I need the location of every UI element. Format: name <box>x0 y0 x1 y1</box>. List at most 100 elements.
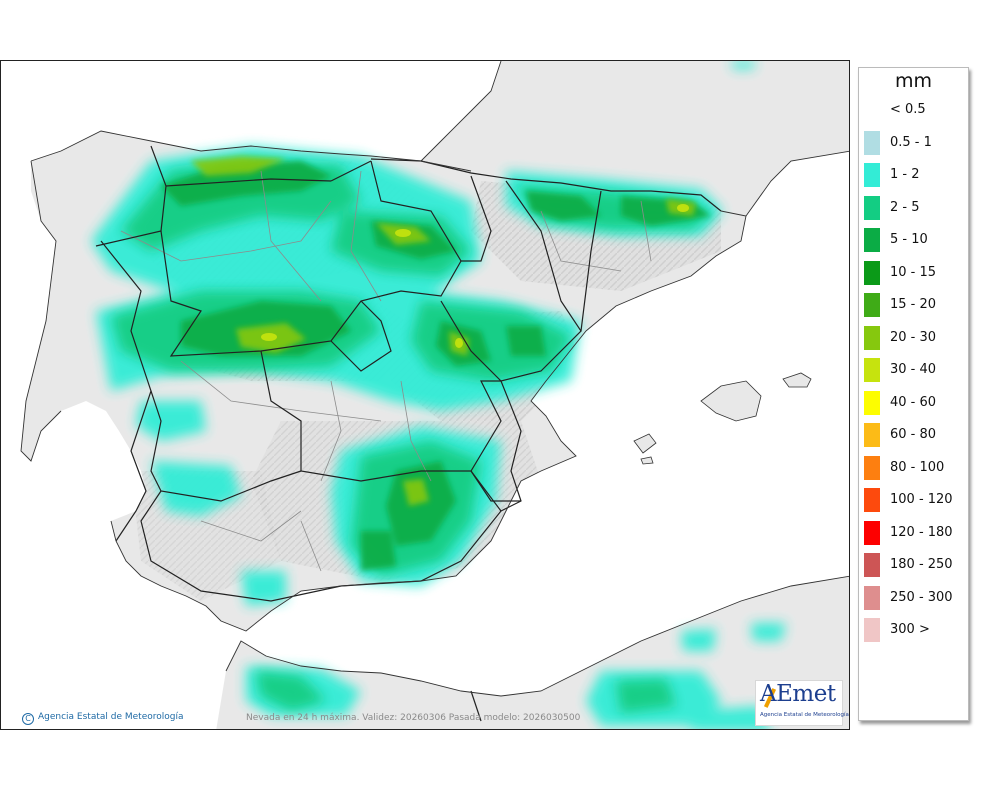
snow-core-kabylie <box>616 679 676 713</box>
aemet-logo: AEmet Agencia Estatal de Meteorología <box>755 680 849 726</box>
legend-item: 1 - 2 <box>863 163 967 187</box>
community-border-andalucia <box>140 470 502 602</box>
snow-heavy-aragon-east <box>506 326 546 356</box>
legend-label: 1 - 2 <box>890 167 920 182</box>
province-border <box>260 170 322 302</box>
ibiza-island <box>633 433 657 454</box>
legend-item: 5 - 10 <box>863 228 967 252</box>
precipitation-legend: mm < 0.5 0.5 - 1 1 - 2 2 - 5 5 - 10 10 - 15 15… <box>858 67 969 721</box>
snow-peak-pyrenees <box>677 204 689 212</box>
legend-swatch <box>864 98 880 122</box>
coastline-france <box>420 61 849 217</box>
snow-max-betic <box>403 479 429 506</box>
copyright-icon: C <box>22 713 34 725</box>
province-border <box>320 380 342 482</box>
province-border <box>180 360 382 422</box>
province-border <box>350 170 382 302</box>
credit-line: C Agencia Estatal de Meteorología <box>22 712 184 725</box>
legend-item: 300 > <box>863 618 967 642</box>
legend-item: 180 - 250 <box>863 553 967 577</box>
legend-label: 0.5 - 1 <box>890 134 932 150</box>
mallorca-island <box>700 380 762 422</box>
formentera-island <box>640 456 654 465</box>
legend-swatch <box>864 163 880 187</box>
snow-patch-algeria-east <box>691 706 771 729</box>
legend-swatch <box>864 553 880 577</box>
snow-core-rif <box>256 671 326 711</box>
border-portugal <box>100 240 152 542</box>
legend-item: 15 - 20 <box>863 293 967 317</box>
coastline-africa <box>225 575 849 697</box>
legend-swatch <box>864 520 880 545</box>
community-border-navarra <box>461 175 492 262</box>
legend-swatch <box>864 293 880 317</box>
snow-patch-west <box>136 401 206 441</box>
legend-unit: mm <box>894 70 933 92</box>
legend-item: 60 - 80 <box>863 423 967 447</box>
province-border <box>200 510 302 542</box>
province-border <box>120 200 332 262</box>
legend-swatch <box>864 228 880 252</box>
credit-text: Agencia Estatal de Meteorología <box>38 712 184 722</box>
legend-item: 20 - 30 <box>863 325 967 350</box>
legend-swatch <box>864 260 880 285</box>
snow-heavy-pyrenees <box>526 191 601 221</box>
legend-swatch <box>864 130 880 155</box>
legend-swatch <box>864 455 880 480</box>
legend-swatch <box>864 195 880 220</box>
legend-item: < 0.5 <box>863 98 967 122</box>
legend-label: 20 - 30 <box>890 329 937 345</box>
community-border-cataluna <box>580 190 602 332</box>
border-morocco-algeria <box>470 690 482 722</box>
legend-swatch <box>864 423 880 447</box>
legend-swatch <box>864 488 880 512</box>
community-border-madrid <box>330 300 392 372</box>
legend-label: 15 - 20 <box>890 297 937 312</box>
legend-label: 40 - 60 <box>890 394 937 410</box>
legend-label: 30 - 40 <box>890 362 937 377</box>
community-border-cantabria <box>330 160 372 182</box>
france-landmass <box>1 61 849 216</box>
legend-item: 80 - 100 <box>863 455 967 480</box>
snow-heavy-betic-west <box>361 531 396 571</box>
legend-item: 2 - 5 <box>863 195 967 220</box>
map-caption: Nevada en 24 h máxima. Validez: 20260306… <box>246 713 581 723</box>
community-border-castilla-mancha <box>260 350 502 482</box>
snow-patch-south <box>241 571 286 606</box>
legend-swatch <box>864 390 880 415</box>
legend-label: 5 - 10 <box>890 232 928 247</box>
province-border <box>640 200 652 262</box>
snow-patch-tunisia <box>751 623 786 641</box>
legend-swatch <box>864 358 880 382</box>
legend-label: 60 - 80 <box>890 427 937 442</box>
community-borders <box>20 61 849 722</box>
legend-item: 100 - 120 <box>863 488 967 512</box>
legend-label: 2 - 5 <box>890 199 920 215</box>
snow-peak-aragon <box>455 338 463 348</box>
legend-item: 250 - 300 <box>863 585 967 610</box>
legend-label: 300 > <box>890 622 930 637</box>
snow-peak-central <box>261 333 277 341</box>
community-border-galicia <box>95 145 167 247</box>
province-border <box>300 520 322 572</box>
legend-swatch <box>864 585 880 610</box>
province-border <box>540 210 622 272</box>
snow-max-cantabrian <box>191 156 286 176</box>
legend-swatch <box>864 618 880 642</box>
precipitation-map <box>0 60 850 730</box>
coastline-iberia <box>20 130 747 632</box>
legend-item: 120 - 180 <box>863 520 967 545</box>
snow-patch-atlas <box>681 629 716 651</box>
map-canvas <box>1 61 849 729</box>
community-border-aragon <box>440 180 582 382</box>
legend-label: 250 - 300 <box>890 589 953 605</box>
province-border <box>400 380 432 482</box>
legend-item: 10 - 15 <box>863 260 967 285</box>
logo-wordmark: AEmet <box>760 681 836 707</box>
community-border-asturias <box>165 178 332 187</box>
legend-item: 40 - 60 <box>863 390 967 415</box>
legend-label: 10 - 15 <box>890 264 937 280</box>
snow-peak-iberian <box>395 229 411 237</box>
province-borders <box>120 170 652 572</box>
legend-label: 100 - 120 <box>890 492 953 507</box>
